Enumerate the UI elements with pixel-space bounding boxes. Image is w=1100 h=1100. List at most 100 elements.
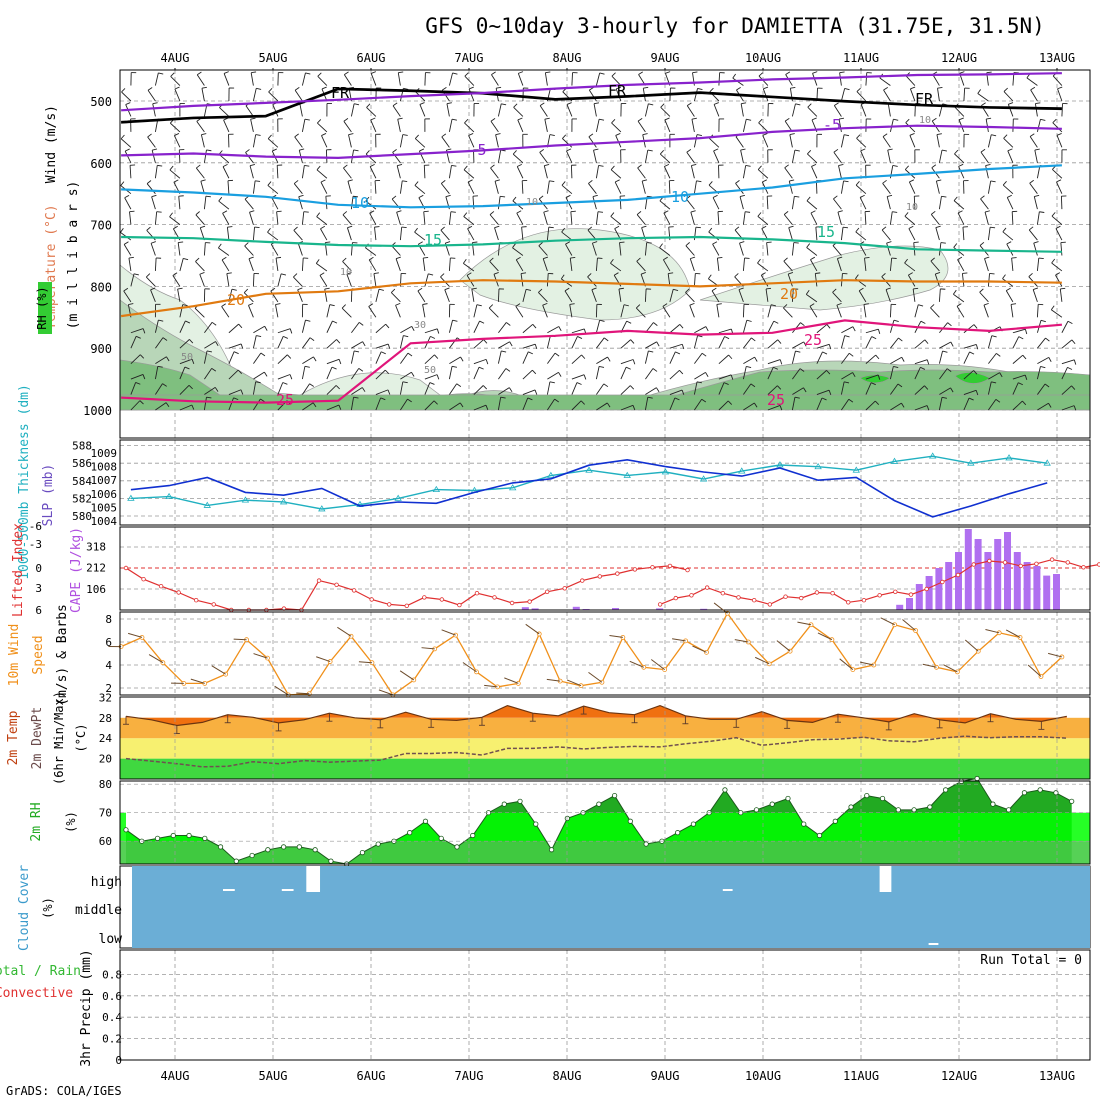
wind-barb (841, 399, 850, 411)
wind-barb-flag (991, 335, 997, 338)
wind-barb (424, 400, 435, 411)
wind-barb (816, 397, 823, 411)
wind-barb-flag (392, 102, 398, 107)
wind-barb-flag (598, 164, 604, 167)
wind-barb (417, 290, 426, 303)
wind-barb (904, 215, 916, 225)
wind-barb (222, 166, 230, 179)
wind-barb (448, 211, 452, 225)
wind-barb (248, 305, 254, 318)
wind-barb (838, 165, 842, 179)
wind-barb-flag (803, 387, 807, 393)
wind-barb-flag (975, 344, 979, 350)
wind-barb (693, 180, 697, 194)
wind-barb-flag (898, 337, 903, 342)
wind-barb-flag (233, 397, 239, 401)
wind-barb (957, 259, 965, 272)
wind-barb-flag (637, 117, 643, 122)
wind-barb-flag (456, 383, 462, 387)
thickness-marker (1043, 459, 1051, 466)
date-label-top: 10AUG (745, 51, 781, 65)
wind-barb-flag (1055, 225, 1061, 229)
wind-barb (816, 370, 827, 380)
wind-barb-flag (544, 117, 550, 120)
rh2-marker (1053, 790, 1059, 796)
wind-barb-flag (877, 329, 881, 335)
wind-barb-flag (1057, 86, 1063, 90)
wind-tick: 6 (105, 636, 112, 649)
wind-barb-flag (395, 302, 401, 306)
wind-barb-flag (451, 118, 458, 121)
lifted-marker-2 (704, 585, 710, 590)
wind-barb-flag (245, 149, 250, 153)
temp-panel-border (119, 696, 1091, 780)
wind-barb-flag (250, 117, 256, 120)
cape-bar (935, 568, 943, 610)
wind-barb (595, 320, 601, 333)
wind-barb (546, 335, 551, 349)
wind-barb-flag (935, 272, 941, 275)
wind-barb (963, 389, 977, 395)
wind-barb (685, 245, 695, 256)
wind-barb-flag (856, 87, 861, 92)
wind-barb (228, 351, 235, 364)
wind-barb-flag (428, 273, 434, 276)
rh2-mask (126, 778, 1072, 864)
wind-barb-flag (580, 400, 585, 405)
lifted-marker (387, 602, 392, 607)
lifted-line-2 (659, 558, 1100, 606)
wind-barb (618, 288, 622, 302)
wind-barb (121, 91, 132, 102)
wind-barb-flag (852, 372, 856, 378)
wind-barb (571, 72, 573, 86)
wind-barb (1061, 103, 1063, 117)
wind-barb-flag (630, 339, 635, 344)
lifted-marker-2 (908, 592, 914, 597)
wind-barb (147, 136, 156, 148)
contour-label: FR (608, 82, 627, 100)
wind-barb (464, 122, 475, 133)
wind-barb-flag (434, 354, 439, 359)
wind-barb-flag (848, 398, 854, 403)
wind-barb (546, 381, 551, 395)
wind-barb-flag (883, 86, 889, 91)
wind-barb-flag (834, 102, 839, 106)
wind-barb (856, 91, 867, 102)
wind-barb (130, 382, 137, 395)
wind-barb-flag (611, 118, 616, 124)
lifted-marker-2 (861, 598, 867, 603)
wind-barb-flag (147, 133, 152, 138)
wind-barb-flag (807, 149, 812, 155)
wind-barb-flag (758, 118, 763, 124)
wind-barb (939, 368, 948, 380)
contour-label: 25 (276, 391, 294, 409)
wind-barb (177, 288, 181, 302)
wind-barb (1037, 356, 1049, 365)
wind-barb (987, 273, 991, 287)
wind-barb-flag (973, 370, 978, 375)
wind-barb-flag (855, 181, 860, 186)
wind-barb (463, 169, 475, 179)
lifted-marker-2 (1034, 561, 1039, 566)
wind-barb-flag (642, 133, 648, 136)
wind-barb (473, 304, 478, 318)
wind-barb-flag (941, 195, 947, 198)
wind-barb-flag (549, 381, 555, 384)
surface-barb (233, 638, 247, 641)
wind-barb-flag (1006, 287, 1011, 292)
wind-barb (196, 74, 205, 86)
temp-line (125, 704, 1067, 727)
wind-barb (151, 150, 156, 163)
wind-barb-flag (826, 370, 831, 375)
wind-barb (909, 135, 916, 148)
wind-barb (811, 166, 818, 179)
thickness-marker (585, 466, 593, 473)
wind-barb-flag (231, 288, 237, 291)
wind-barb-flag (1055, 272, 1061, 276)
wind-barb (806, 200, 818, 210)
wind-barb-flag (986, 117, 992, 120)
date-label-top: 11AUG (843, 51, 879, 65)
wind-barb (490, 120, 499, 133)
wind-barb (252, 180, 256, 194)
wind-barb-flag (962, 272, 968, 274)
